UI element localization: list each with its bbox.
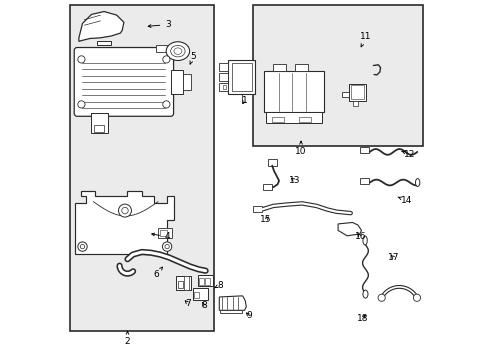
Bar <box>231 63 251 91</box>
Bar <box>359 178 368 184</box>
Circle shape <box>78 56 85 63</box>
Bar <box>176 276 191 290</box>
Bar <box>219 73 228 81</box>
Polygon shape <box>75 191 174 254</box>
Ellipse shape <box>415 179 419 186</box>
Bar <box>359 147 368 153</box>
Bar <box>194 292 199 298</box>
Text: 14: 14 <box>397 196 411 205</box>
Text: 1: 1 <box>241 96 247 105</box>
Bar <box>228 60 255 94</box>
Circle shape <box>78 101 85 108</box>
FancyBboxPatch shape <box>74 48 173 116</box>
Bar <box>352 101 357 106</box>
Bar <box>160 230 166 236</box>
Text: 7: 7 <box>184 299 190 307</box>
Bar <box>183 74 190 90</box>
Text: 5: 5 <box>190 52 196 64</box>
Text: 13: 13 <box>288 176 300 185</box>
Bar <box>158 228 172 238</box>
Text: 11: 11 <box>359 32 371 47</box>
Ellipse shape <box>166 42 189 60</box>
Bar <box>220 310 241 313</box>
Bar <box>178 281 183 288</box>
Bar <box>341 92 348 97</box>
Bar <box>267 159 276 166</box>
Text: 12: 12 <box>401 150 415 158</box>
Bar <box>271 117 284 122</box>
Circle shape <box>163 101 170 108</box>
Bar <box>253 5 422 146</box>
Polygon shape <box>156 45 167 52</box>
Bar <box>265 112 321 123</box>
Bar <box>197 275 212 286</box>
Ellipse shape <box>362 236 366 245</box>
Bar <box>170 70 183 94</box>
Bar <box>348 84 366 101</box>
Bar <box>94 125 104 132</box>
Bar <box>204 278 209 285</box>
Bar <box>91 113 107 133</box>
Polygon shape <box>97 41 111 45</box>
Bar <box>192 288 207 300</box>
Bar <box>70 5 213 331</box>
Circle shape <box>412 294 420 301</box>
Text: 3: 3 <box>148 20 171 29</box>
Bar <box>273 64 285 71</box>
Text: 4: 4 <box>151 233 170 241</box>
Text: 16: 16 <box>354 233 366 241</box>
Bar <box>294 64 307 71</box>
Bar <box>262 184 271 190</box>
Circle shape <box>162 242 171 251</box>
Text: 6: 6 <box>153 267 162 279</box>
Bar <box>223 85 226 89</box>
Circle shape <box>78 242 87 251</box>
Bar <box>350 85 364 99</box>
Text: 17: 17 <box>387 253 399 262</box>
Bar <box>264 71 323 112</box>
Bar <box>199 278 204 285</box>
Polygon shape <box>79 12 123 41</box>
Text: 8: 8 <box>201 301 206 310</box>
Circle shape <box>377 294 385 301</box>
Text: 10: 10 <box>295 141 306 156</box>
Bar <box>219 63 228 71</box>
Circle shape <box>163 56 170 63</box>
Polygon shape <box>219 296 246 310</box>
Circle shape <box>118 204 131 217</box>
Text: 8: 8 <box>214 281 223 289</box>
Bar <box>219 83 228 91</box>
Ellipse shape <box>362 290 367 298</box>
Text: 2: 2 <box>124 332 130 346</box>
Bar <box>252 206 261 212</box>
Bar <box>298 117 310 122</box>
Text: 15: 15 <box>260 215 271 224</box>
Polygon shape <box>337 222 361 236</box>
Bar <box>183 276 189 290</box>
Text: 9: 9 <box>246 311 251 320</box>
Text: 18: 18 <box>356 314 367 323</box>
